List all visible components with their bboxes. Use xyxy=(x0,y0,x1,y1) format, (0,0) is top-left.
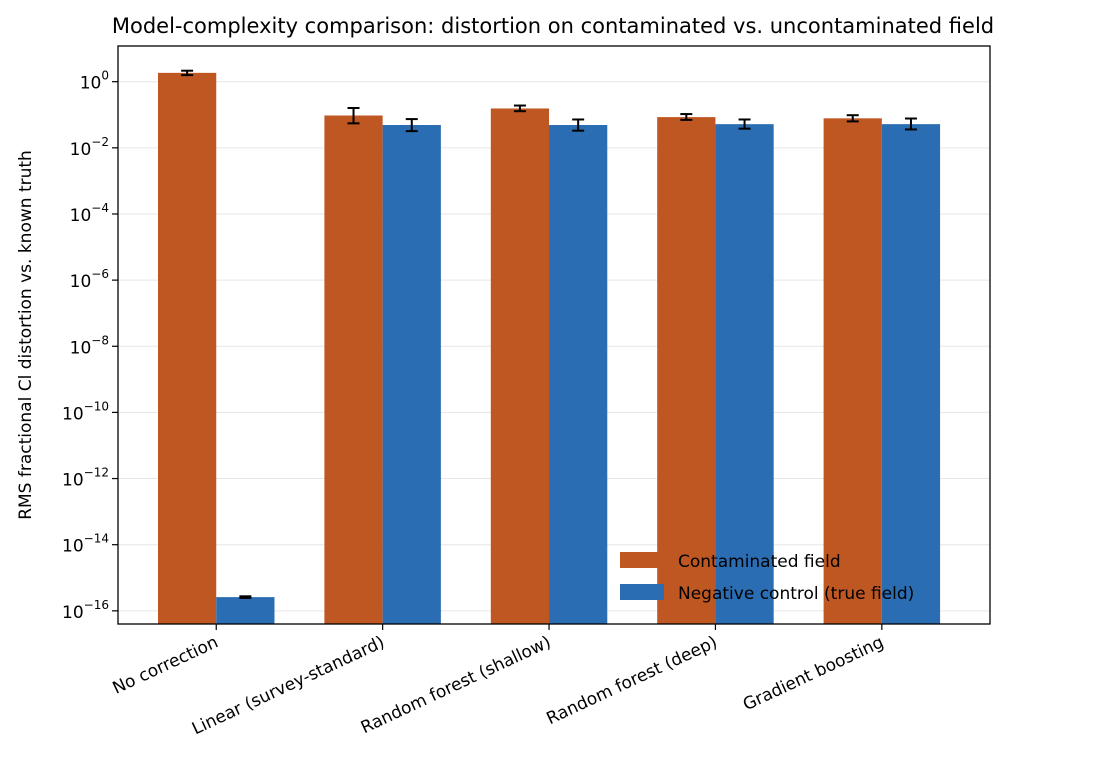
bar xyxy=(158,72,217,625)
y-axis-label: RMS fractional Cl distortion vs. known t… xyxy=(16,150,36,520)
y-tick-label: 10−6 xyxy=(70,267,109,292)
y-axis-ticks: 100 10−2 10−4 10−6 10−8 10−10 10−12 10−14 10−16 xyxy=(62,69,118,623)
bar xyxy=(490,108,550,625)
y-tick-label: 10−14 xyxy=(62,532,109,557)
y-tick-exponent: −8 xyxy=(91,333,109,347)
y-tick-label: 10−4 xyxy=(70,201,109,226)
y-tick-exponent: 0 xyxy=(101,69,109,83)
legend-swatch xyxy=(620,552,664,568)
bar xyxy=(881,124,941,624)
y-tick-label: 10−16 xyxy=(62,598,109,623)
error-bars xyxy=(181,69,917,599)
y-tick-exponent: −14 xyxy=(84,532,109,546)
y-tick-exponent: −12 xyxy=(84,466,109,480)
bars xyxy=(158,72,941,625)
y-tick-exponent: −4 xyxy=(91,201,109,215)
y-tick-exponent: −16 xyxy=(84,598,109,612)
y-tick-label: 10−10 xyxy=(62,399,109,424)
y-tick-exponent: −10 xyxy=(84,399,109,413)
y-tick-label: 10−12 xyxy=(62,466,109,491)
bar xyxy=(657,117,716,624)
legend-label: Contaminated field xyxy=(678,552,841,572)
y-tick-label: 100 xyxy=(80,69,109,94)
x-tick-label: Gradient boosting xyxy=(740,632,887,715)
bar xyxy=(715,124,774,624)
bar xyxy=(216,597,275,624)
y-tick-label: 10−8 xyxy=(70,333,109,358)
bar xyxy=(324,115,383,625)
y-tick-exponent: −2 xyxy=(91,135,109,149)
plot-area xyxy=(117,45,991,625)
x-tick-label: Random forest (shallow) xyxy=(358,632,554,738)
bar xyxy=(823,118,882,625)
x-tick-label: Random forest (deep) xyxy=(544,632,721,729)
legend-swatch xyxy=(620,584,664,600)
legend-label: Negative control (true field) xyxy=(678,584,914,604)
chart-title: Model-complexity comparison: distortion … xyxy=(112,14,994,38)
bar xyxy=(549,125,608,624)
bar xyxy=(382,125,441,624)
legend: Contaminated field Negative control (true… xyxy=(620,552,914,604)
y-tick-exponent: −6 xyxy=(91,267,109,281)
x-tick-label: No correction xyxy=(110,632,222,698)
y-tick-label: 10−2 xyxy=(70,135,109,160)
